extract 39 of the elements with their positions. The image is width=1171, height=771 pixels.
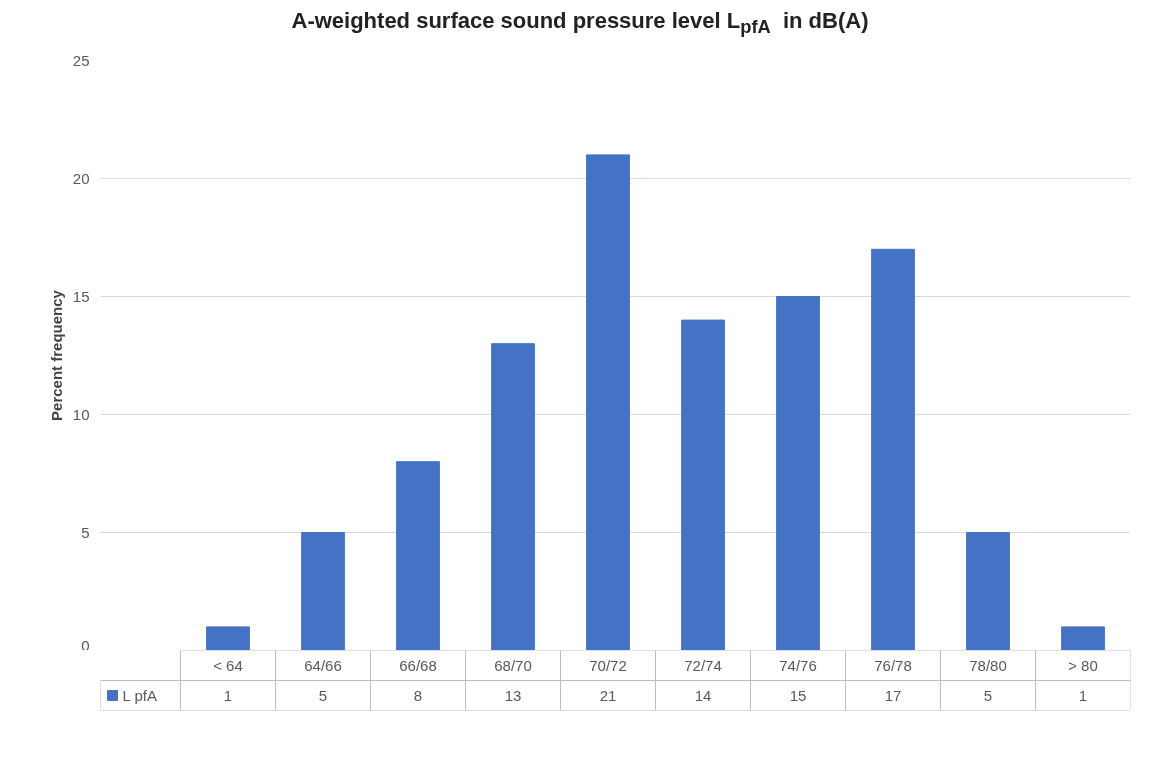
bar bbox=[396, 461, 440, 650]
data-label: 1 bbox=[1078, 686, 1088, 704]
data-label: 1 bbox=[223, 686, 233, 704]
y-tick-label: 20 bbox=[72, 169, 90, 187]
data-label: 8 bbox=[413, 686, 423, 704]
data-label: 17 bbox=[884, 686, 902, 704]
y-tick-label: 15 bbox=[72, 287, 90, 305]
bar bbox=[776, 296, 820, 650]
data-label: 5 bbox=[983, 686, 993, 704]
bar bbox=[1061, 626, 1105, 650]
x-tick-label: > 80 bbox=[1068, 657, 1098, 674]
x-tick-label: 76/78 bbox=[874, 657, 912, 674]
chart-title: A-weighted surface sound pressure level L$_{pfA}$ in dB(A) bbox=[290, 7, 870, 40]
data-label: 21 bbox=[599, 686, 617, 704]
bar bbox=[586, 154, 630, 650]
x-tick-label: 68/70 bbox=[494, 657, 532, 674]
bar bbox=[206, 626, 250, 650]
data-label: 5 bbox=[318, 686, 328, 704]
x-tick-label: 74/76 bbox=[779, 657, 817, 674]
x-tick-label: < 64 bbox=[213, 657, 243, 674]
bar bbox=[491, 343, 535, 650]
x-tick-label: 66/68 bbox=[399, 657, 437, 674]
legend-label: L pfA bbox=[122, 687, 157, 704]
y-tick-label: 5 bbox=[81, 523, 90, 541]
y-tick-label: 10 bbox=[72, 405, 90, 423]
x-tick-label: 72/74 bbox=[684, 657, 722, 674]
x-tick-label: 78/80 bbox=[969, 657, 1007, 674]
x-tick-label: 70/72 bbox=[589, 657, 627, 674]
y-tick-label: 0 bbox=[81, 636, 90, 654]
bar bbox=[301, 532, 345, 650]
y-tick-label: 25 bbox=[72, 51, 90, 69]
bar bbox=[871, 248, 915, 650]
data-label: 14 bbox=[694, 686, 712, 704]
data-label: 13 bbox=[504, 686, 522, 704]
x-tick-label: 64/66 bbox=[304, 657, 342, 674]
bar bbox=[681, 319, 725, 650]
bar bbox=[966, 532, 1010, 650]
data-label: 15 bbox=[789, 686, 807, 704]
y-axis-title: Percent frequency bbox=[47, 289, 65, 421]
